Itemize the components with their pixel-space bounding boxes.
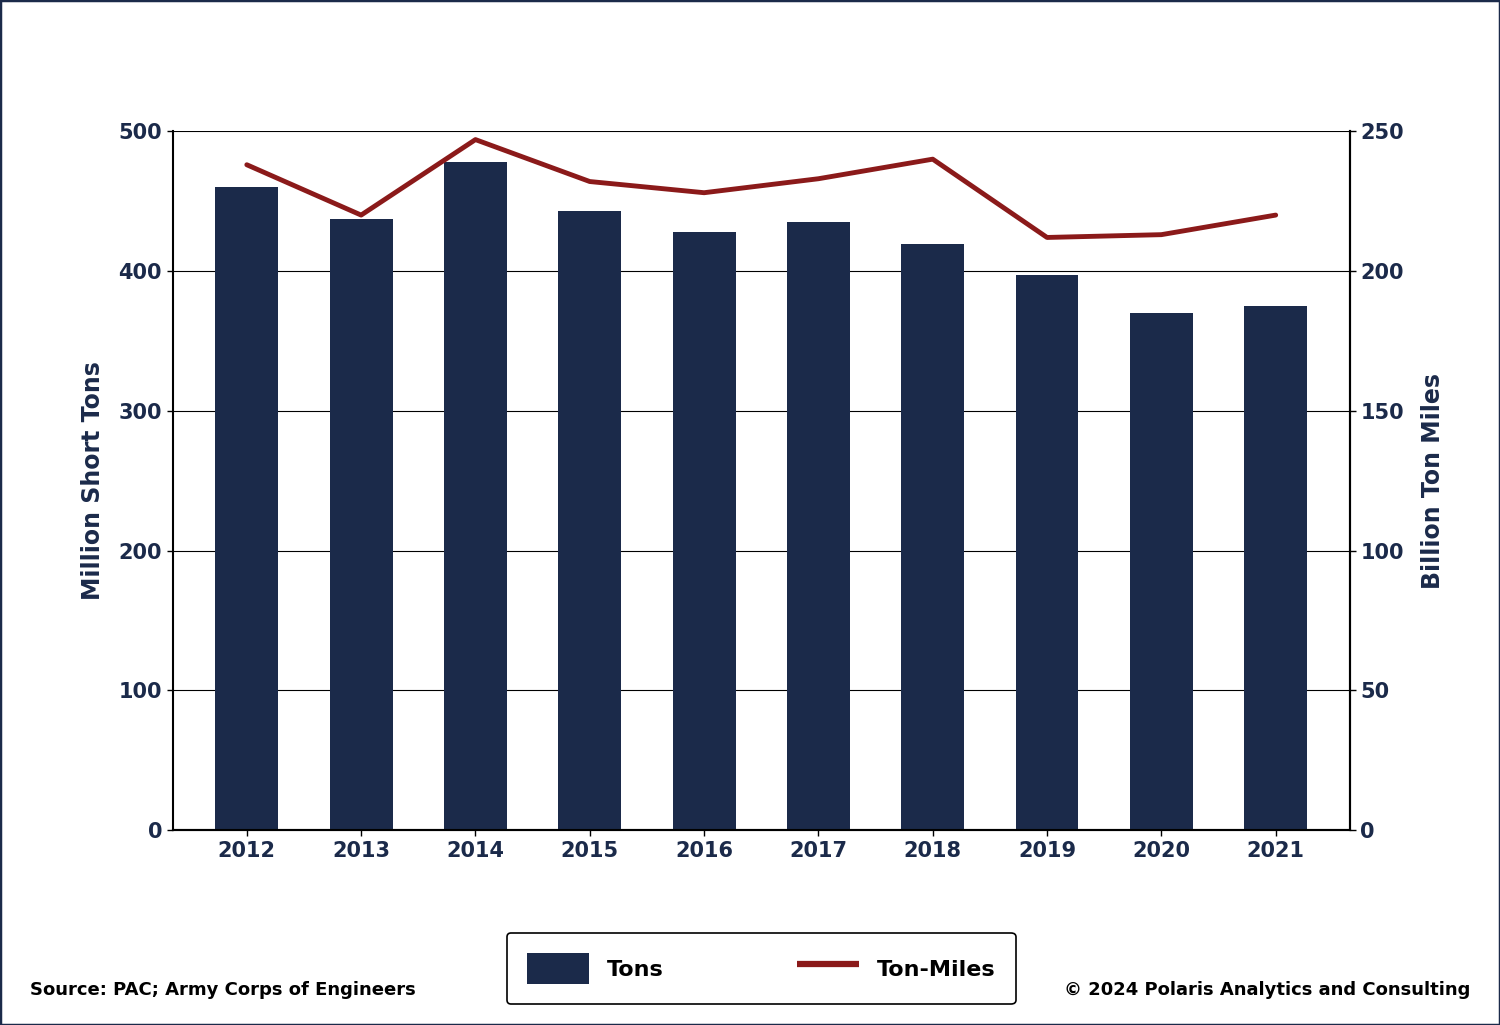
Bar [1245, 306, 1306, 830]
Bar [902, 244, 964, 830]
Bar [330, 219, 393, 830]
Bar [672, 232, 735, 830]
Bar [444, 162, 507, 830]
Text: © 2024 Polaris Analytics and Consulting: © 2024 Polaris Analytics and Consulting [1064, 981, 1470, 999]
Bar [216, 188, 278, 830]
Bar [558, 211, 621, 830]
Text: Source: PAC; Army Corps of Engineers: Source: PAC; Army Corps of Engineers [30, 981, 416, 999]
Bar [1130, 313, 1192, 830]
Bar [1016, 275, 1078, 830]
Text: Mississippi River System Internal Commodity Movements: Mississippi River System Internal Commod… [165, 28, 1335, 63]
Legend: Tons, Ton-Miles: Tons, Ton-Miles [507, 933, 1016, 1004]
Bar [788, 222, 850, 830]
Y-axis label: Million Short Tons: Million Short Tons [81, 361, 105, 601]
Y-axis label: Billion Ton Miles: Billion Ton Miles [1420, 373, 1444, 588]
